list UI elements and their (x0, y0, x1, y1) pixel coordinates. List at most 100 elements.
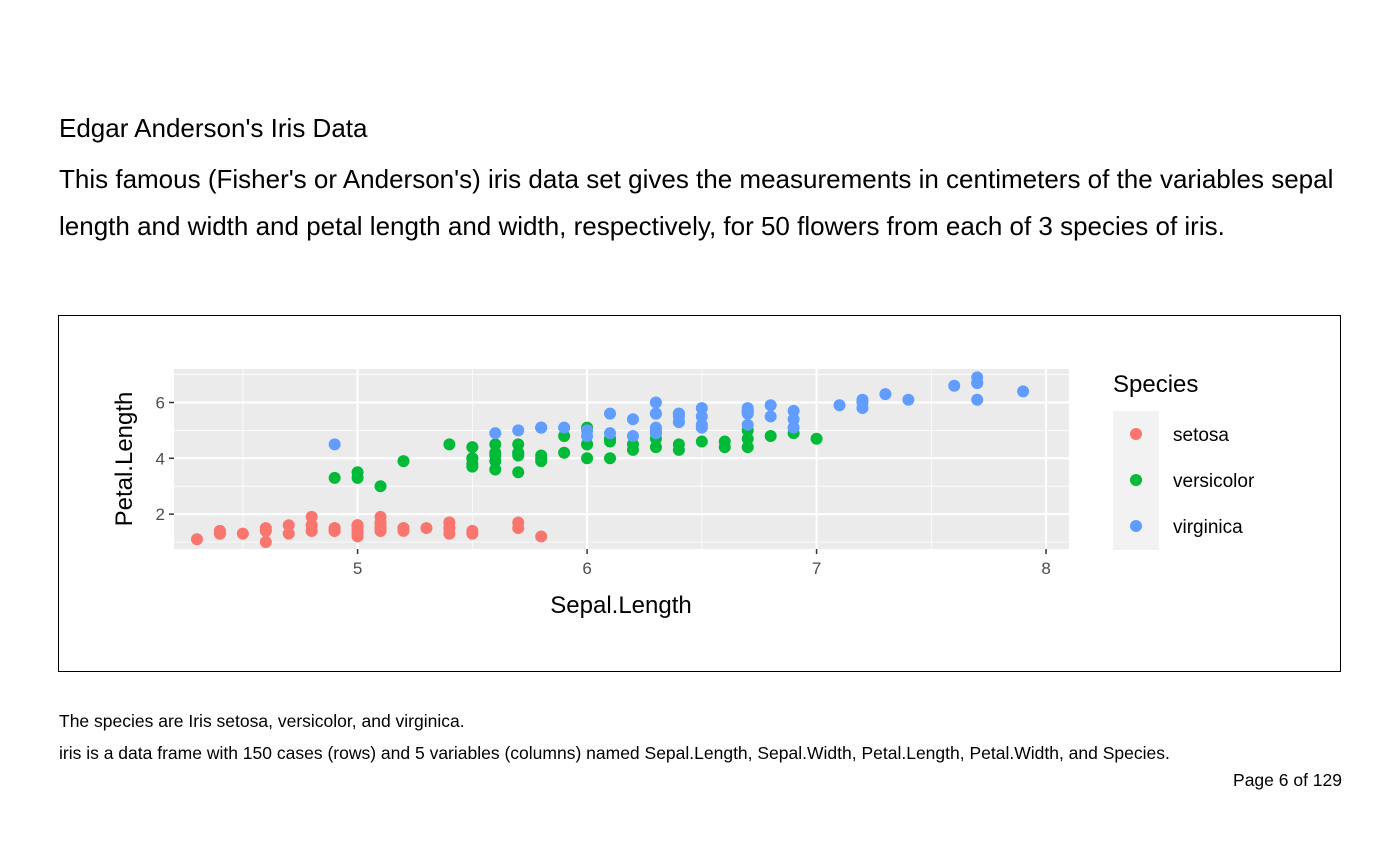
x-tick-label: 6 (582, 559, 591, 578)
x-tick-label: 5 (353, 559, 362, 578)
point-virginica (971, 393, 984, 406)
point-versicolor (604, 452, 617, 465)
point-setosa (351, 524, 364, 537)
point-versicolor (397, 455, 410, 468)
point-versicolor (489, 463, 502, 476)
document-heading: Edgar Anderson's Iris Data (59, 113, 368, 143)
point-virginica (695, 418, 708, 431)
document-description: This famous (Fisher's or Anderson's) iri… (59, 164, 1334, 241)
point-virginica (695, 410, 708, 423)
note-format: iris is a data frame with 150 cases (row… (59, 743, 1170, 763)
point-setosa (420, 522, 433, 535)
legend-title: Species (1113, 371, 1198, 398)
point-versicolor (604, 435, 617, 448)
point-versicolor (741, 441, 754, 454)
point-versicolor (489, 438, 502, 451)
point-virginica (535, 421, 548, 434)
point-versicolor (741, 432, 754, 445)
page-number: Page 6 of 129 (1233, 770, 1342, 790)
legend: Species setosa versicolor virginica (1113, 371, 1255, 550)
point-versicolor (649, 441, 662, 454)
point-virginica (1017, 385, 1030, 398)
x-axis-title: Sepal.Length (550, 592, 691, 619)
point-virginica (833, 399, 846, 412)
point-virginica (649, 424, 662, 437)
axis-ticks: 5 6 7 8 2 4 6 (156, 393, 1051, 578)
chart-figure: 5 6 7 8 2 4 6 Sepal.Length Petal.Length Specie… (58, 315, 1341, 672)
point-virginica (672, 410, 685, 423)
point-virginica (787, 421, 800, 434)
point-virginica (604, 427, 617, 440)
point-setosa (259, 524, 272, 537)
y-tick-label: 4 (156, 449, 165, 468)
x-tick-label: 8 (1041, 559, 1050, 578)
point-virginica (879, 388, 892, 401)
legend-label-virginica: virginica (1173, 517, 1243, 538)
y-axis-title: Petal.Length (111, 392, 138, 527)
x-tick-label: 7 (812, 559, 821, 578)
point-versicolor (672, 443, 685, 456)
point-setosa (328, 524, 341, 537)
point-versicolor (558, 446, 571, 459)
point-setosa (236, 527, 249, 540)
point-versicolor (466, 460, 479, 473)
point-setosa (282, 527, 295, 540)
data-points (190, 371, 1030, 549)
point-setosa (259, 536, 272, 549)
point-virginica (489, 427, 502, 440)
point-virginica (787, 404, 800, 417)
point-virginica (649, 407, 662, 420)
point-virginica (741, 404, 754, 417)
point-virginica (971, 376, 984, 389)
point-virginica (856, 402, 869, 415)
point-versicolor (581, 452, 594, 465)
point-versicolor (626, 443, 639, 456)
point-versicolor (764, 429, 777, 442)
point-versicolor (466, 452, 479, 465)
point-virginica (581, 429, 594, 442)
point-versicolor (810, 432, 823, 445)
point-versicolor (443, 438, 456, 451)
point-virginica (741, 418, 754, 431)
point-versicolor (466, 441, 479, 454)
point-virginica (512, 424, 525, 437)
point-setosa (305, 524, 318, 537)
point-setosa (443, 522, 456, 535)
point-virginica (787, 413, 800, 426)
legend-key-setosa (1130, 428, 1142, 440)
y-tick-label: 2 (156, 505, 165, 524)
point-virginica (626, 429, 639, 442)
point-versicolor (512, 438, 525, 451)
point-virginica (604, 407, 617, 420)
point-versicolor (581, 438, 594, 451)
point-versicolor (718, 441, 731, 454)
point-setosa (374, 510, 387, 523)
point-setosa (374, 519, 387, 532)
point-virginica (948, 379, 961, 392)
y-tick-label: 6 (156, 393, 165, 412)
point-virginica (558, 421, 571, 434)
point-versicolor (512, 466, 525, 479)
legend-label-setosa: setosa (1173, 425, 1229, 446)
point-virginica (649, 396, 662, 409)
point-versicolor (695, 435, 708, 448)
point-setosa (535, 530, 548, 543)
note-species: The species are Iris setosa, versicolor,… (59, 711, 465, 731)
legend-key-versicolor (1130, 474, 1142, 486)
point-virginica (328, 438, 341, 451)
point-virginica (695, 402, 708, 415)
point-versicolor (489, 446, 502, 459)
point-versicolor (558, 429, 571, 442)
point-setosa (305, 510, 318, 523)
point-versicolor (535, 452, 548, 465)
point-setosa (190, 533, 203, 546)
legend-key-virginica (1130, 520, 1142, 532)
point-versicolor (328, 471, 341, 484)
point-virginica (764, 410, 777, 423)
point-setosa (466, 527, 479, 540)
point-virginica (764, 399, 777, 412)
point-setosa (213, 527, 226, 540)
point-setosa (397, 522, 410, 535)
point-versicolor (351, 471, 364, 484)
point-setosa (282, 519, 295, 532)
